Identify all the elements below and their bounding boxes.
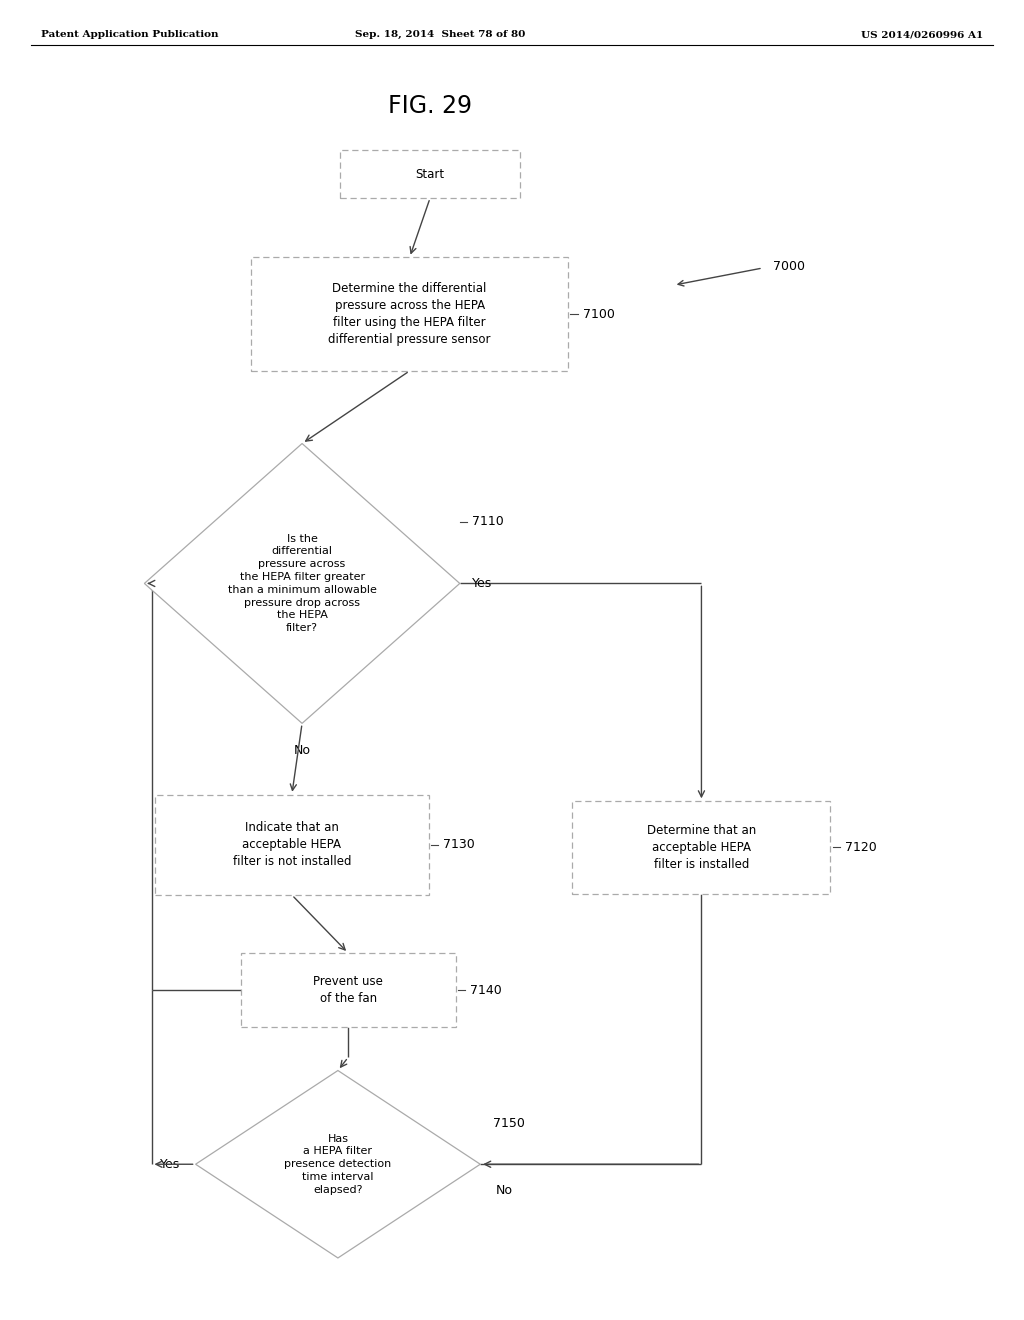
- Text: Start: Start: [416, 168, 444, 181]
- Text: No: No: [496, 1184, 513, 1197]
- Text: Yes: Yes: [472, 577, 493, 590]
- Text: 7150: 7150: [493, 1117, 524, 1130]
- Text: Yes: Yes: [160, 1158, 180, 1171]
- Text: Prevent use
of the fan: Prevent use of the fan: [313, 975, 383, 1005]
- Polygon shape: [196, 1071, 480, 1258]
- Text: 7100: 7100: [583, 308, 614, 321]
- Text: 7120: 7120: [845, 841, 877, 854]
- Text: Has
a HEPA filter
presence detection
time interval
elapsed?: Has a HEPA filter presence detection tim…: [285, 1134, 391, 1195]
- FancyBboxPatch shape: [155, 795, 429, 895]
- Text: Indicate that an
acceptable HEPA
filter is not installed: Indicate that an acceptable HEPA filter …: [232, 821, 351, 869]
- Text: 7130: 7130: [443, 838, 475, 851]
- Text: Determine that an
acceptable HEPA
filter is installed: Determine that an acceptable HEPA filter…: [647, 824, 756, 871]
- Text: Patent Application Publication: Patent Application Publication: [41, 30, 218, 40]
- Polygon shape: [144, 444, 460, 723]
- Text: 7140: 7140: [470, 983, 502, 997]
- Text: Sep. 18, 2014  Sheet 78 of 80: Sep. 18, 2014 Sheet 78 of 80: [355, 30, 525, 40]
- Text: No: No: [294, 744, 310, 758]
- Text: FIG. 29: FIG. 29: [388, 94, 472, 117]
- Text: US 2014/0260996 A1: US 2014/0260996 A1: [861, 30, 983, 40]
- Text: Determine the differential
pressure across the HEPA
filter using the HEPA filter: Determine the differential pressure acro…: [329, 282, 490, 346]
- FancyBboxPatch shape: [340, 150, 520, 198]
- FancyBboxPatch shape: [241, 953, 456, 1027]
- Text: 7000: 7000: [773, 260, 805, 273]
- Text: Is the
differential
pressure across
the HEPA filter greater
than a minimum allow: Is the differential pressure across the …: [227, 533, 377, 634]
- FancyBboxPatch shape: [251, 257, 568, 371]
- FancyBboxPatch shape: [572, 801, 830, 894]
- Text: 7110: 7110: [472, 515, 504, 528]
